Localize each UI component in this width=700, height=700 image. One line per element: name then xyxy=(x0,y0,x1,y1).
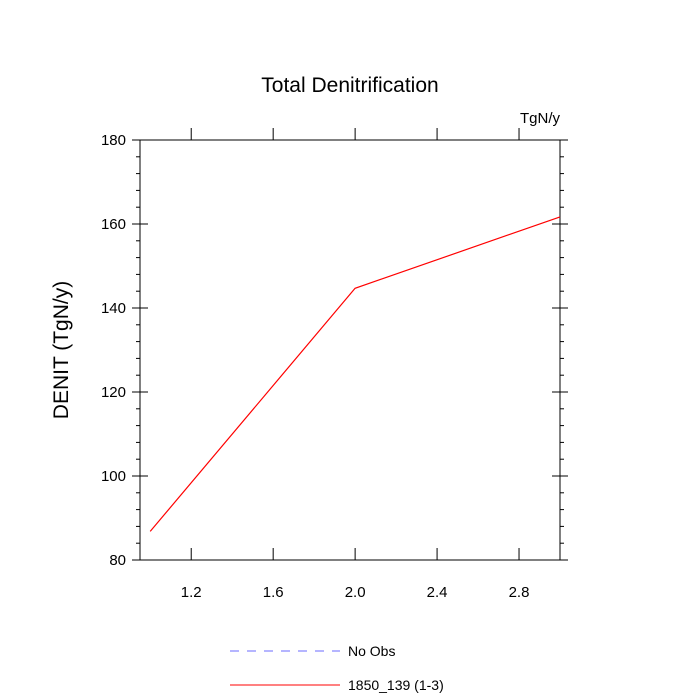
data-series xyxy=(149,216,561,532)
chart-title: Total Denitrification xyxy=(261,74,438,97)
x-tick-label: 2.0 xyxy=(345,584,366,601)
x-tick-label: 2.8 xyxy=(509,584,530,601)
units-label: TgN/y xyxy=(520,110,561,127)
y-axis-label: DENIT (TgN/y) xyxy=(50,281,73,419)
x-tick-label: 2.4 xyxy=(427,584,448,601)
axis-ticks xyxy=(132,128,568,561)
y-tick-label: 160 xyxy=(101,216,126,233)
y-tick-label: 80 xyxy=(109,552,126,569)
legend: No Obs 1850_139 (1-3) xyxy=(230,643,444,693)
series-line xyxy=(149,216,561,532)
x-tick-label: 1.2 xyxy=(181,584,202,601)
y-tick-label: 140 xyxy=(101,300,126,317)
y-tick-label: 180 xyxy=(101,132,126,149)
axis-tick-labels: 80 100 120 140 160 180 1.2 1.6 2.0 2.4 2.8 xyxy=(101,132,529,601)
legend-label: 1850_139 (1-3) xyxy=(348,677,444,693)
plot-frame xyxy=(139,139,561,561)
legend-label: No Obs xyxy=(348,643,395,659)
x-tick-label: 1.6 xyxy=(263,584,284,601)
y-tick-label: 120 xyxy=(101,384,126,401)
y-tick-label: 100 xyxy=(101,468,126,485)
